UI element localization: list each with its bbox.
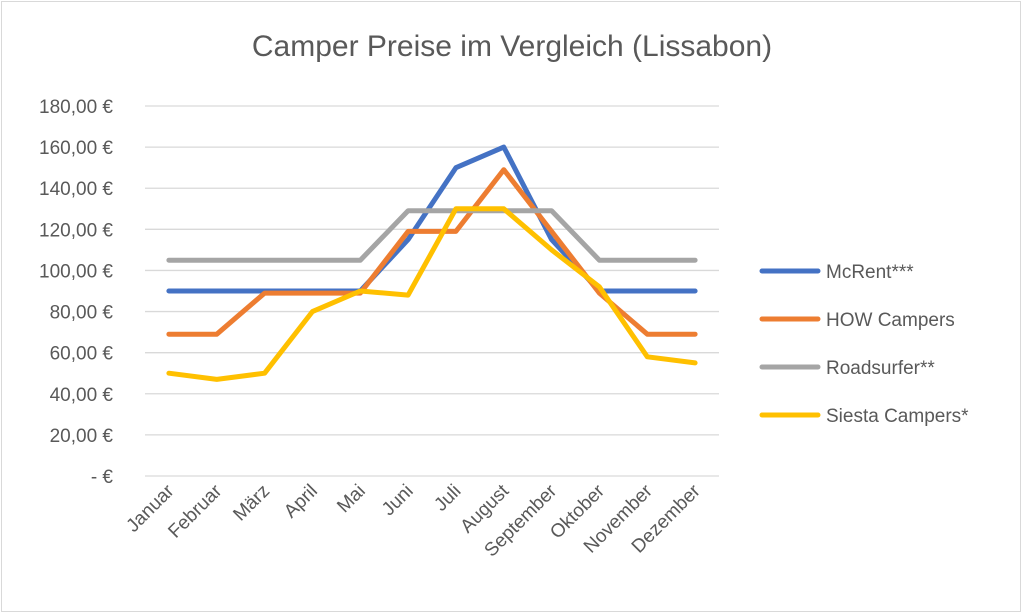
series-line-0 xyxy=(166,144,698,294)
y-tick-label: 20,00 € xyxy=(50,426,114,447)
y-tick-label: 100,00 € xyxy=(39,261,113,282)
y-tick-label: 160,00 € xyxy=(39,138,113,159)
gridlines xyxy=(145,105,719,477)
legend-label: Roadsurfer** xyxy=(826,358,935,379)
y-tick-label: - € xyxy=(91,467,114,488)
y-axis-ticks: - € 20,00 € 40,00 € 60,00 € 80,00 € 100,00 € 1… xyxy=(39,97,113,488)
x-tick-label: Februar xyxy=(164,480,226,542)
legend-label: HOW Campers xyxy=(826,310,955,331)
x-tick-label: Mai xyxy=(333,481,370,518)
x-tick-label: Juni xyxy=(378,481,417,520)
legend: McRent*** HOW Campers Roadsurfer** Siesta C… xyxy=(759,262,969,427)
y-tick-label: 180,00 € xyxy=(39,97,113,118)
y-tick-label: 80,00 € xyxy=(50,303,114,324)
series-lines xyxy=(166,144,698,382)
series-line-2 xyxy=(166,208,698,263)
y-tick-label: 120,00 € xyxy=(39,220,113,241)
series-line-3 xyxy=(166,206,698,382)
y-tick-label: 40,00 € xyxy=(50,385,114,406)
x-tick-label: März xyxy=(229,481,274,526)
y-tick-label: 60,00 € xyxy=(50,344,114,365)
y-tick-label: 140,00 € xyxy=(39,179,113,200)
x-tick-label: Juli xyxy=(430,481,465,516)
legend-label: Siesta Campers* xyxy=(826,406,969,427)
legend-label: McRent*** xyxy=(826,262,914,283)
x-tick-label: April xyxy=(280,481,322,523)
chart-title: Camper Preise im Vergleich (Lissabon) xyxy=(252,30,772,63)
